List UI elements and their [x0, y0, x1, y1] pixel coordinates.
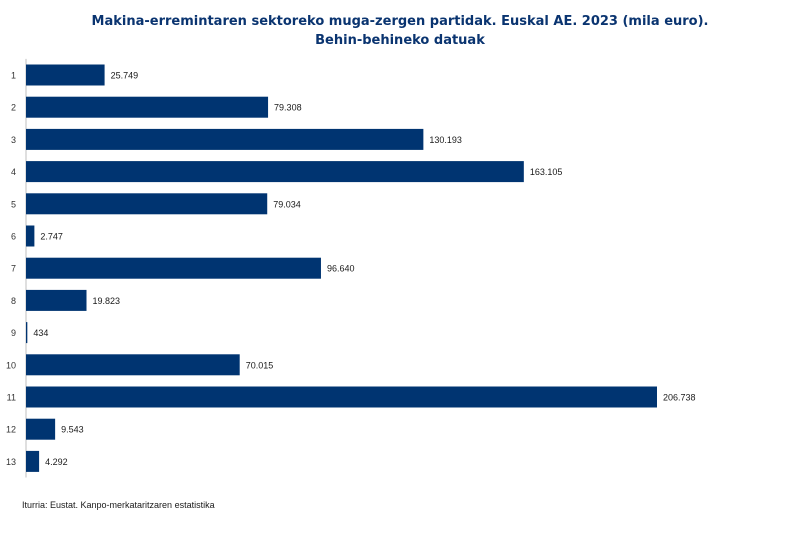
data-label-6: 2.747	[40, 232, 63, 242]
y-tick-label: 2	[11, 103, 16, 113]
y-tick-label: 11	[7, 393, 16, 403]
bar-6	[26, 225, 35, 247]
data-label-7: 96.640	[327, 264, 355, 274]
y-tick-label: 9	[11, 328, 16, 338]
chart-title: Makina-erremintaren sektoreko muga-zerge…	[0, 12, 800, 50]
data-label-10: 70.015	[246, 360, 274, 370]
y-tick-label: 1	[11, 71, 16, 81]
data-label-12: 9.543	[61, 425, 84, 435]
bar-7	[26, 257, 321, 279]
data-label-3: 130.193	[429, 135, 462, 145]
data-label-13: 4.292	[45, 457, 68, 467]
data-label-4: 163.105	[530, 167, 563, 177]
bar-3	[26, 128, 424, 150]
data-label-2: 79.308	[274, 103, 302, 113]
y-tick-label: 6	[11, 232, 16, 242]
bar-11	[26, 386, 657, 408]
chart-title-line-2: Behin-behineko datuak	[315, 33, 485, 48]
bar-4	[26, 161, 524, 183]
bar-5	[26, 193, 268, 215]
y-tick-label: 3	[11, 135, 16, 145]
data-label-5: 79.034	[273, 199, 301, 209]
y-tick-label: 13	[6, 457, 16, 467]
data-label-8: 19.823	[93, 296, 121, 306]
y-tick-label: 7	[11, 264, 16, 274]
source-note: Iturria: Eustat. Kanpo-merkataritzaren e…	[22, 500, 215, 510]
data-label-1: 25.749	[111, 71, 139, 81]
bar-1	[26, 64, 105, 86]
bar-10	[26, 354, 240, 376]
bar-9	[26, 322, 28, 344]
y-tick-label: 10	[6, 360, 16, 370]
y-tick-label: 5	[11, 199, 16, 209]
bar-13	[26, 450, 40, 472]
y-tick-label: 8	[11, 296, 16, 306]
bar-2	[26, 96, 269, 118]
bar-12	[26, 418, 56, 440]
bar-8	[26, 289, 87, 311]
data-label-9: 434	[33, 328, 48, 338]
chart-title-line-1: Makina-erremintaren sektoreko muga-zerge…	[91, 14, 709, 29]
data-label-11: 206.738	[663, 393, 696, 403]
y-tick-label: 4	[11, 167, 16, 177]
y-tick-label: 12	[6, 425, 16, 435]
